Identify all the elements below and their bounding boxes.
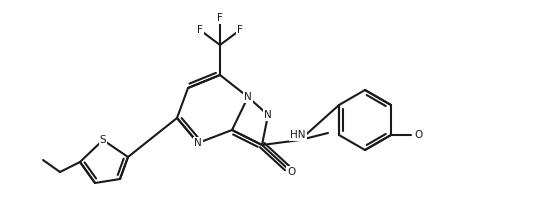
Text: F: F — [237, 25, 243, 35]
Text: N: N — [264, 110, 272, 120]
Text: F: F — [217, 13, 223, 23]
Text: O: O — [287, 167, 295, 177]
Text: N: N — [244, 92, 252, 102]
Text: O: O — [415, 130, 423, 140]
Text: N: N — [194, 138, 202, 148]
Text: F: F — [197, 25, 203, 35]
Text: HN: HN — [291, 130, 306, 140]
Text: S: S — [100, 135, 106, 145]
